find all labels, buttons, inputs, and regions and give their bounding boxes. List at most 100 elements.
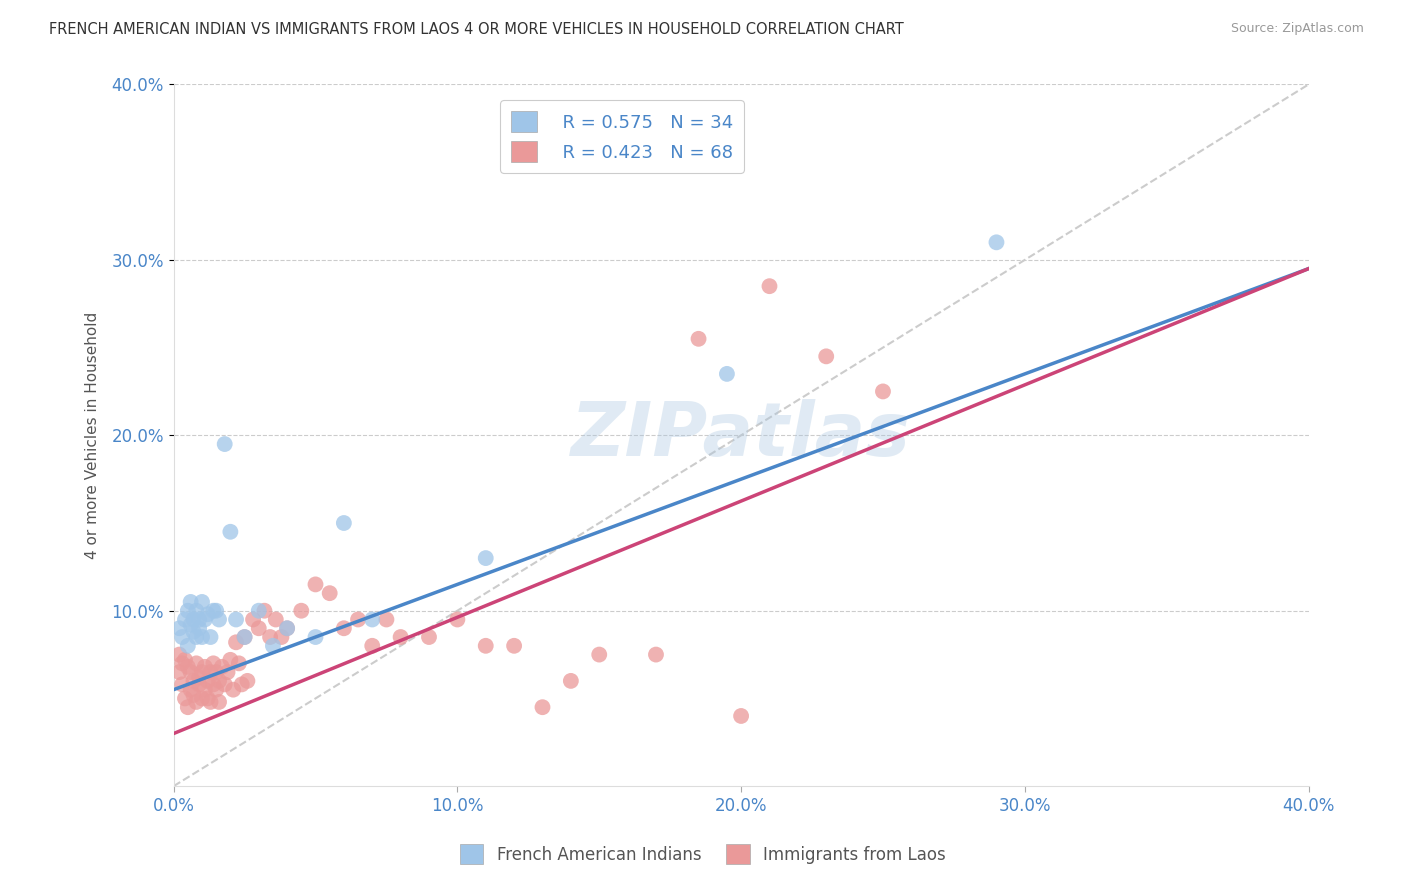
Point <box>318 586 340 600</box>
Point <box>304 630 326 644</box>
Point <box>186 657 208 671</box>
Point <box>188 621 211 635</box>
Text: Source: ZipAtlas.com: Source: ZipAtlas.com <box>1230 22 1364 36</box>
Point <box>872 384 894 399</box>
Point <box>191 630 214 644</box>
Point <box>180 595 202 609</box>
Point <box>169 621 191 635</box>
Point <box>247 604 270 618</box>
Point <box>169 648 191 662</box>
Point <box>202 677 225 691</box>
Point <box>375 612 398 626</box>
Point <box>333 516 356 530</box>
Point <box>208 612 231 626</box>
Text: ZIPatlas: ZIPatlas <box>571 399 911 472</box>
Point <box>172 677 194 691</box>
Y-axis label: 4 or more Vehicles in Household: 4 or more Vehicles in Household <box>86 311 100 559</box>
Point <box>531 700 554 714</box>
Point <box>233 630 256 644</box>
Point <box>276 621 298 635</box>
Point <box>645 648 668 662</box>
Point <box>233 630 256 644</box>
Point <box>194 660 217 674</box>
Point <box>225 612 247 626</box>
Point <box>304 577 326 591</box>
Point <box>259 630 281 644</box>
Point <box>262 639 284 653</box>
Point <box>219 524 242 539</box>
Point <box>217 665 239 679</box>
Point <box>253 604 276 618</box>
Point <box>986 235 1008 250</box>
Point <box>211 660 233 674</box>
Point <box>169 665 191 679</box>
Point <box>225 635 247 649</box>
Point <box>270 630 292 644</box>
Point <box>174 653 197 667</box>
Point <box>191 595 214 609</box>
Point <box>588 648 610 662</box>
Point <box>214 677 236 691</box>
Point <box>188 670 211 684</box>
Point <box>188 612 211 626</box>
Point <box>194 612 217 626</box>
Point <box>347 612 370 626</box>
Point <box>183 673 205 688</box>
Point <box>186 604 208 618</box>
Point <box>172 657 194 671</box>
Point <box>290 604 312 618</box>
Point <box>200 630 222 644</box>
Point <box>197 691 219 706</box>
Point <box>228 657 250 671</box>
Point <box>183 688 205 702</box>
Point <box>177 660 200 674</box>
Point <box>191 665 214 679</box>
Point <box>174 691 197 706</box>
Point <box>214 437 236 451</box>
Point <box>264 612 287 626</box>
Point <box>333 621 356 635</box>
Point <box>177 700 200 714</box>
Point <box>194 682 217 697</box>
Point <box>716 367 738 381</box>
Point <box>200 665 222 679</box>
Point <box>191 691 214 706</box>
Point <box>183 624 205 639</box>
Point <box>188 677 211 691</box>
Point <box>202 657 225 671</box>
Legend: French American Indians, Immigrants from Laos: French American Indians, Immigrants from… <box>454 838 952 871</box>
Point <box>236 673 259 688</box>
Point <box>174 612 197 626</box>
Point <box>361 639 384 653</box>
Point <box>276 621 298 635</box>
Point <box>186 695 208 709</box>
Legend:   R = 0.575   N = 34,   R = 0.423   N = 68: R = 0.575 N = 34, R = 0.423 N = 68 <box>501 101 744 173</box>
Point <box>219 653 242 667</box>
Point <box>503 639 526 653</box>
Point <box>177 604 200 618</box>
Point <box>180 682 202 697</box>
Point <box>202 604 225 618</box>
Point <box>389 630 412 644</box>
Point <box>474 639 496 653</box>
Point <box>361 612 384 626</box>
Point <box>180 665 202 679</box>
Point <box>208 673 231 688</box>
Point <box>418 630 440 644</box>
Point <box>758 279 780 293</box>
Point <box>205 665 228 679</box>
Point <box>172 630 194 644</box>
Text: FRENCH AMERICAN INDIAN VS IMMIGRANTS FROM LAOS 4 OR MORE VEHICLES IN HOUSEHOLD C: FRENCH AMERICAN INDIAN VS IMMIGRANTS FRO… <box>49 22 904 37</box>
Point <box>208 695 231 709</box>
Point <box>222 682 245 697</box>
Point <box>205 682 228 697</box>
Point <box>231 677 253 691</box>
Point <box>200 695 222 709</box>
Point <box>446 612 468 626</box>
Point <box>815 349 838 363</box>
Point <box>474 551 496 566</box>
Point <box>242 612 264 626</box>
Point <box>560 673 582 688</box>
Point <box>688 332 710 346</box>
Point <box>183 612 205 626</box>
